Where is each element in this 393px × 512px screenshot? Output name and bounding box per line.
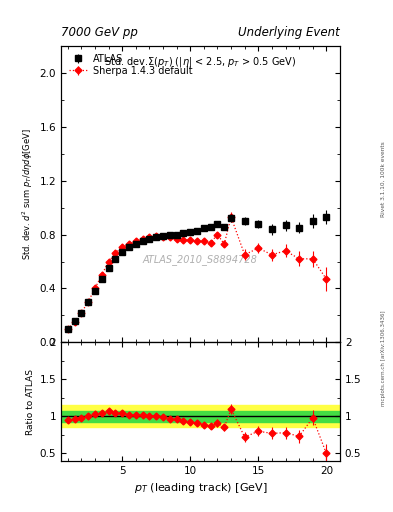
Text: Underlying Event: Underlying Event: [238, 26, 340, 39]
Text: mcplots.cern.ch [arXiv:1306.3436]: mcplots.cern.ch [arXiv:1306.3436]: [381, 311, 386, 406]
Y-axis label: Ratio to ATLAS: Ratio to ATLAS: [26, 369, 35, 435]
Text: ATLAS_2010_S8894728: ATLAS_2010_S8894728: [143, 254, 258, 265]
Legend: ATLAS, Sherpa 1.4.3 default: ATLAS, Sherpa 1.4.3 default: [66, 51, 196, 79]
Text: Std. dev.$\Sigma(p_T)$ ($|\eta|$ < 2.5, $p_T$ > 0.5 GeV): Std. dev.$\Sigma(p_T)$ ($|\eta|$ < 2.5, …: [104, 55, 297, 69]
Text: 7000 GeV pp: 7000 GeV pp: [61, 26, 138, 39]
Bar: [61, 411, 340, 421]
Text: Rivet 3.1.10, 100k events: Rivet 3.1.10, 100k events: [381, 141, 386, 217]
Y-axis label: Std. dev. $d^2$ sum $p_T/d\eta d\phi$[GeV]: Std. dev. $d^2$ sum $p_T/d\eta d\phi$[Ge…: [21, 129, 35, 260]
Bar: [61, 406, 340, 428]
X-axis label: $p_T$ (leading track) [GeV]: $p_T$ (leading track) [GeV]: [134, 481, 267, 495]
